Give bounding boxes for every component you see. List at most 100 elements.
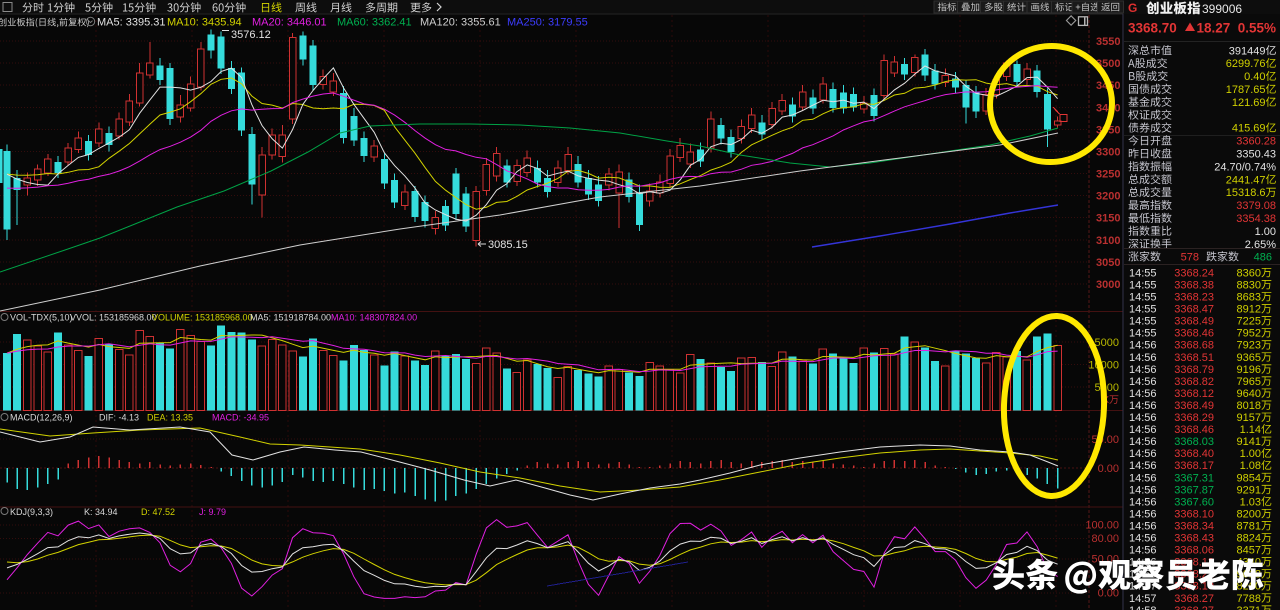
svg-text:3368.43: 3368.43 bbox=[1174, 533, 1214, 545]
svg-text:8830: 8830 bbox=[1237, 280, 1261, 292]
svg-text:14:56: 14:56 bbox=[1129, 424, 1157, 436]
svg-text:3371: 3371 bbox=[1237, 605, 1261, 610]
svg-text:14:56: 14:56 bbox=[1129, 388, 1157, 400]
svg-text:14:56: 14:56 bbox=[1129, 412, 1157, 424]
svg-text:3350.43: 3350.43 bbox=[1236, 149, 1276, 161]
svg-text:J: 9.79: J: 9.79 bbox=[199, 507, 226, 517]
svg-text:8824: 8824 bbox=[1237, 533, 1261, 545]
svg-text:1.00: 1.00 bbox=[1240, 448, 1261, 460]
svg-text:0.40: 0.40 bbox=[1244, 71, 1265, 83]
svg-text:3100: 3100 bbox=[1096, 235, 1120, 247]
svg-text:6299.76: 6299.76 bbox=[1226, 58, 1266, 70]
svg-text:VOL-TDX(5,10): VOL-TDX(5,10) bbox=[10, 313, 73, 323]
svg-text:0.55%: 0.55% bbox=[1238, 21, 1276, 36]
svg-text:1.14: 1.14 bbox=[1240, 424, 1261, 436]
svg-text:3368.34: 3368.34 bbox=[1174, 521, 1214, 533]
svg-text:8457: 8457 bbox=[1237, 545, 1261, 557]
svg-text:MA120: 3355.61: MA120: 3355.61 bbox=[420, 17, 501, 29]
svg-text:K: 34.94: K: 34.94 bbox=[84, 507, 118, 517]
svg-text:MA5: 3395.31: MA5: 3395.31 bbox=[97, 17, 166, 29]
svg-text:MA10: 148307824.00: MA10: 148307824.00 bbox=[331, 313, 417, 323]
svg-text:3368.23: 3368.23 bbox=[1174, 292, 1214, 304]
svg-text:121.69: 121.69 bbox=[1232, 97, 1266, 109]
svg-text:14:56: 14:56 bbox=[1129, 460, 1157, 472]
svg-text:3368.40: 3368.40 bbox=[1174, 448, 1214, 460]
svg-text:3368.10: 3368.10 bbox=[1174, 508, 1214, 520]
svg-text:14:58: 14:58 bbox=[1129, 605, 1157, 610]
svg-text:2.65%: 2.65% bbox=[1245, 239, 1276, 251]
svg-text:MA250: 3179.55: MA250: 3179.55 bbox=[507, 17, 588, 29]
svg-text:578: 578 bbox=[1181, 252, 1199, 264]
svg-text:14:56: 14:56 bbox=[1129, 484, 1157, 496]
svg-text:14:55: 14:55 bbox=[1129, 316, 1157, 328]
svg-text:399006: 399006 bbox=[1202, 2, 1242, 16]
svg-text:3368.49: 3368.49 bbox=[1174, 400, 1214, 412]
svg-text:3576.12: 3576.12 bbox=[231, 29, 271, 41]
svg-text:14:55: 14:55 bbox=[1129, 280, 1157, 292]
svg-text:9196: 9196 bbox=[1237, 364, 1261, 376]
svg-text:14:56: 14:56 bbox=[1129, 508, 1157, 520]
svg-text:2441.47: 2441.47 bbox=[1226, 174, 1266, 186]
svg-text:14:56: 14:56 bbox=[1129, 352, 1157, 364]
svg-text:3000: 3000 bbox=[1096, 279, 1120, 291]
svg-text:VOLUME: 153185968.00: VOLUME: 153185968.00 bbox=[152, 313, 253, 323]
svg-text:D: 47.52: D: 47.52 bbox=[141, 507, 175, 517]
svg-text:3200: 3200 bbox=[1096, 191, 1120, 203]
svg-text:3360.28: 3360.28 bbox=[1236, 136, 1276, 148]
svg-text:9640: 9640 bbox=[1237, 388, 1261, 400]
svg-text:3368.82: 3368.82 bbox=[1174, 376, 1214, 388]
svg-text:14:56: 14:56 bbox=[1129, 533, 1157, 545]
svg-text:3368.70: 3368.70 bbox=[1128, 21, 1177, 36]
svg-text:14:57: 14:57 bbox=[1129, 593, 1157, 605]
svg-text:1787.65: 1787.65 bbox=[1226, 84, 1266, 96]
svg-text:3085.15: 3085.15 bbox=[488, 239, 528, 251]
svg-text:3368.68: 3368.68 bbox=[1174, 340, 1214, 352]
svg-text:3368.47: 3368.47 bbox=[1174, 304, 1214, 316]
svg-text:G: G bbox=[1128, 1, 1137, 15]
svg-text:15000: 15000 bbox=[1088, 337, 1119, 349]
svg-text:8912: 8912 bbox=[1237, 304, 1261, 316]
svg-text:VVOL: 153185968.00: VVOL: 153185968.00 bbox=[70, 313, 157, 323]
svg-text:7923: 7923 bbox=[1237, 340, 1261, 352]
svg-text:3550: 3550 bbox=[1096, 36, 1120, 48]
svg-text:0.00: 0.00 bbox=[1098, 588, 1119, 600]
svg-text:3368.38: 3368.38 bbox=[1174, 280, 1214, 292]
svg-text:14:55: 14:55 bbox=[1129, 292, 1157, 304]
svg-text:3379.08: 3379.08 bbox=[1236, 200, 1276, 212]
svg-text:3250: 3250 bbox=[1096, 169, 1120, 181]
svg-text:14:56: 14:56 bbox=[1129, 340, 1157, 352]
svg-text:7788: 7788 bbox=[1237, 593, 1261, 605]
svg-text:8781: 8781 bbox=[1237, 521, 1261, 533]
svg-text:3368.46: 3368.46 bbox=[1174, 328, 1214, 340]
svg-text:100.00: 100.00 bbox=[1085, 520, 1119, 532]
svg-text:MACD: -34.95: MACD: -34.95 bbox=[212, 413, 269, 423]
svg-text:MA60: 3362.41: MA60: 3362.41 bbox=[337, 17, 412, 29]
svg-text:3368.03: 3368.03 bbox=[1174, 436, 1214, 448]
svg-text:9365: 9365 bbox=[1237, 352, 1261, 364]
svg-text:8683: 8683 bbox=[1237, 292, 1261, 304]
svg-text:14:56: 14:56 bbox=[1129, 448, 1157, 460]
svg-text:486: 486 bbox=[1254, 252, 1272, 264]
svg-text:3367.87: 3367.87 bbox=[1174, 484, 1214, 496]
svg-text:3367.60: 3367.60 bbox=[1174, 496, 1214, 508]
svg-text:1.03: 1.03 bbox=[1240, 496, 1261, 508]
svg-text:3368.29: 3368.29 bbox=[1174, 412, 1214, 424]
svg-text:3400: 3400 bbox=[1096, 102, 1120, 114]
svg-text:3368.49: 3368.49 bbox=[1174, 316, 1214, 328]
svg-text:18.27: 18.27 bbox=[1197, 21, 1231, 36]
svg-text:3050: 3050 bbox=[1096, 257, 1120, 269]
svg-text:3368.24: 3368.24 bbox=[1174, 267, 1214, 279]
svg-text:3368.17: 3368.17 bbox=[1174, 460, 1214, 472]
svg-text:14:56: 14:56 bbox=[1129, 364, 1157, 376]
svg-text:14:55: 14:55 bbox=[1129, 267, 1157, 279]
svg-text:14:56: 14:56 bbox=[1129, 376, 1157, 388]
svg-text:14:56: 14:56 bbox=[1129, 436, 1157, 448]
svg-text:3368.27: 3368.27 bbox=[1174, 593, 1214, 605]
svg-text:3368.06: 3368.06 bbox=[1174, 545, 1214, 557]
svg-text:3368.79: 3368.79 bbox=[1174, 364, 1214, 376]
svg-text:9291: 9291 bbox=[1237, 484, 1261, 496]
svg-text:DEA: 13.35: DEA: 13.35 bbox=[147, 413, 193, 423]
svg-text:1.08: 1.08 bbox=[1240, 460, 1261, 472]
svg-text:3368.27: 3368.27 bbox=[1174, 605, 1214, 610]
svg-text:KDJ(9,3,3): KDJ(9,3,3) bbox=[10, 507, 53, 517]
